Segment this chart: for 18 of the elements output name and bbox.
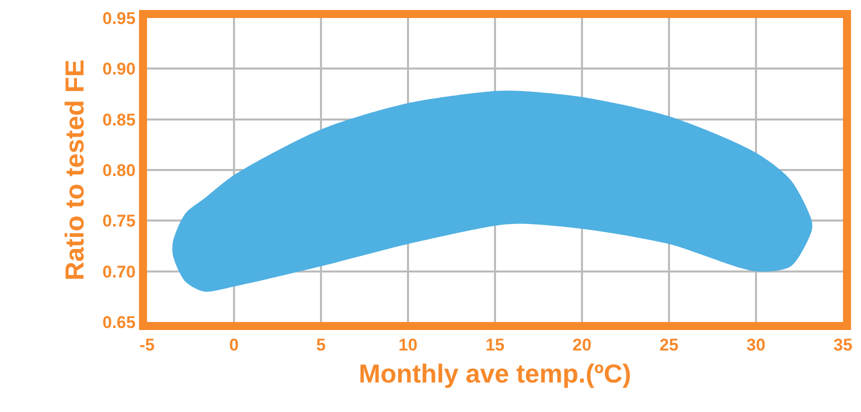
x-tick-label: 30 bbox=[746, 335, 766, 354]
y-tick-label: 0.65 bbox=[102, 312, 136, 332]
y-tick-label: 0.75 bbox=[102, 212, 136, 231]
x-tick-label: 10 bbox=[398, 335, 418, 354]
x-tick-label: 25 bbox=[660, 335, 678, 354]
x-axis-title: Monthly ave temp.(ºC) bbox=[358, 358, 632, 389]
y-tick-label: 0.80 bbox=[102, 160, 136, 180]
x-tick-label: 35 bbox=[834, 335, 852, 354]
y-tick-label: 0.95 bbox=[102, 8, 136, 28]
y-tick-label: 0.70 bbox=[102, 262, 136, 282]
y-axis-title: Ratio to tested FE bbox=[59, 59, 90, 281]
x-tick-label: 5 bbox=[316, 335, 326, 354]
x-tick-label: -5 bbox=[139, 335, 155, 354]
x-tick-label: 15 bbox=[486, 335, 504, 354]
y-tick-label: 0.90 bbox=[102, 60, 136, 79]
y-tick-label: 0.85 bbox=[102, 110, 136, 130]
x-tick-label: 0 bbox=[229, 335, 239, 354]
x-tick-label: 20 bbox=[572, 335, 592, 354]
